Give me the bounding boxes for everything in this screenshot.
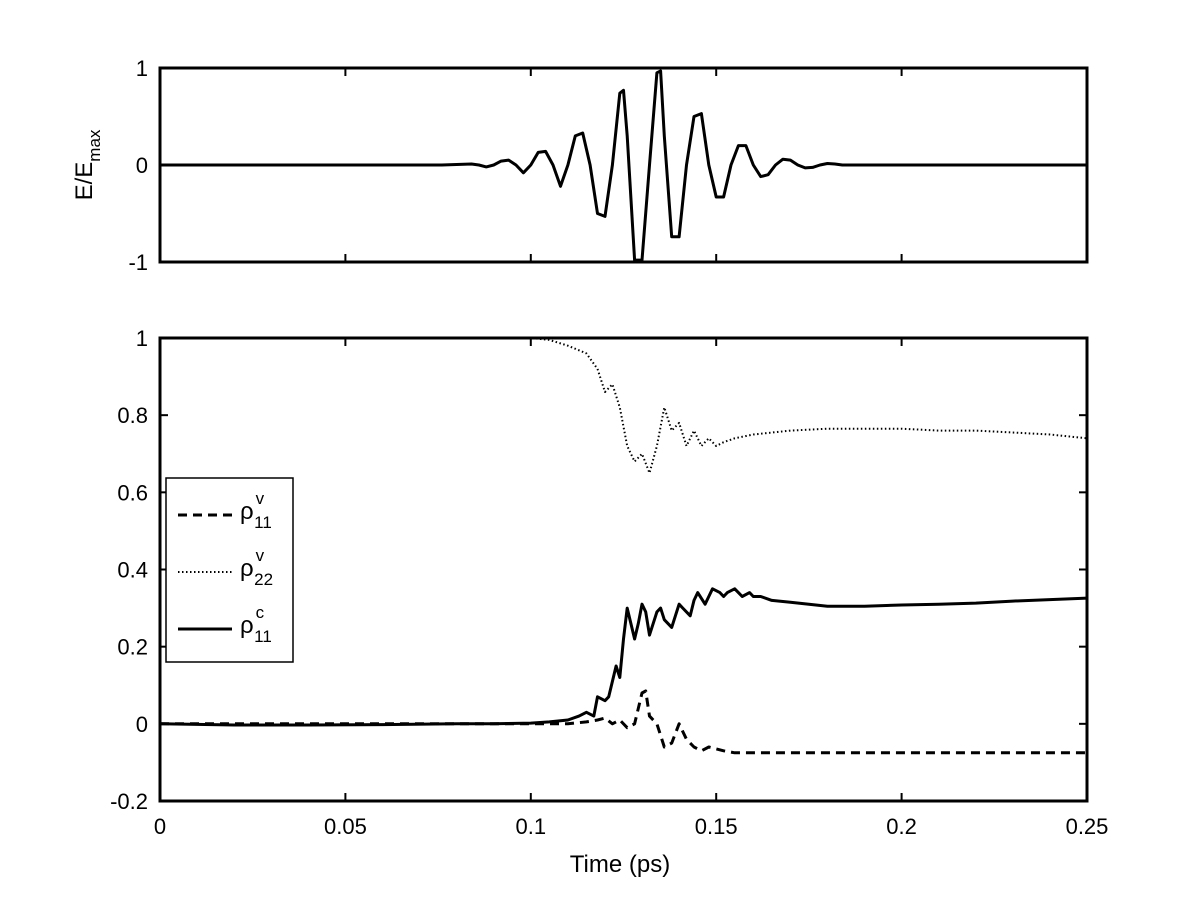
legend-label-0: ρ v 11 (240, 489, 272, 532)
bottom-ytick-label-2: 0.2 (117, 635, 148, 660)
bottom-xtick-label-4: 0.2 (886, 814, 917, 839)
bottom-xtick-label-3: 0.15 (695, 814, 738, 839)
bottom-xtick-label-2: 0.1 (516, 814, 547, 839)
top-ytick-label-2: 1 (136, 56, 148, 81)
bottom-plot-lines (159, 337, 1088, 755)
bottom-ytick-label-6: 1 (136, 326, 148, 351)
bottom-ytick-label-1: 0 (136, 712, 148, 737)
top-ytick-label-1: 0 (136, 153, 148, 178)
bottom-xtick-label-1: 0.05 (324, 814, 367, 839)
bottom-series-1-line (160, 337, 1088, 474)
bottom-ytick-label-0: -0.2 (110, 789, 148, 814)
legend-label-2: ρ c 11 (240, 603, 272, 646)
top-plot-lines (160, 69, 1087, 262)
bottom-ytick-label-3: 0.4 (117, 558, 148, 583)
legend-box (165, 477, 294, 663)
bottom-xtick-label-5: 0.25 (1066, 814, 1109, 839)
bottom-axes: 0 0.05 0.1 0.15 0.2 0.25-0.200.20.40.60.81 Ti… (110, 326, 1108, 878)
top-series-0-line (160, 69, 1087, 262)
bottom-ytick-label-5: 0.8 (117, 403, 148, 428)
legend: ρ v 11 ρ v 22 ρ c 11 (165, 477, 294, 663)
top-ytick-label-0: -1 (128, 250, 148, 275)
top-axes: -1 0 1 E/Emax (71, 56, 1089, 275)
bottom-xlabel: Time (ps) (570, 851, 670, 878)
bottom-ticks: 0 0.05 0.1 0.15 0.2 0.25-0.200.20.40.60.81 (110, 326, 1108, 839)
bottom-xtick-label-0: 0 (154, 814, 166, 839)
legend-label-1: ρ v 22 (240, 546, 273, 589)
top-ylabel: E/Emax (71, 129, 104, 200)
bottom-series-2-line (159, 587, 1088, 727)
top-ticks: -1 0 1 (128, 56, 1088, 275)
bottom-series-0-line (160, 689, 1087, 755)
bottom-ytick-label-4: 0.6 (117, 480, 148, 505)
